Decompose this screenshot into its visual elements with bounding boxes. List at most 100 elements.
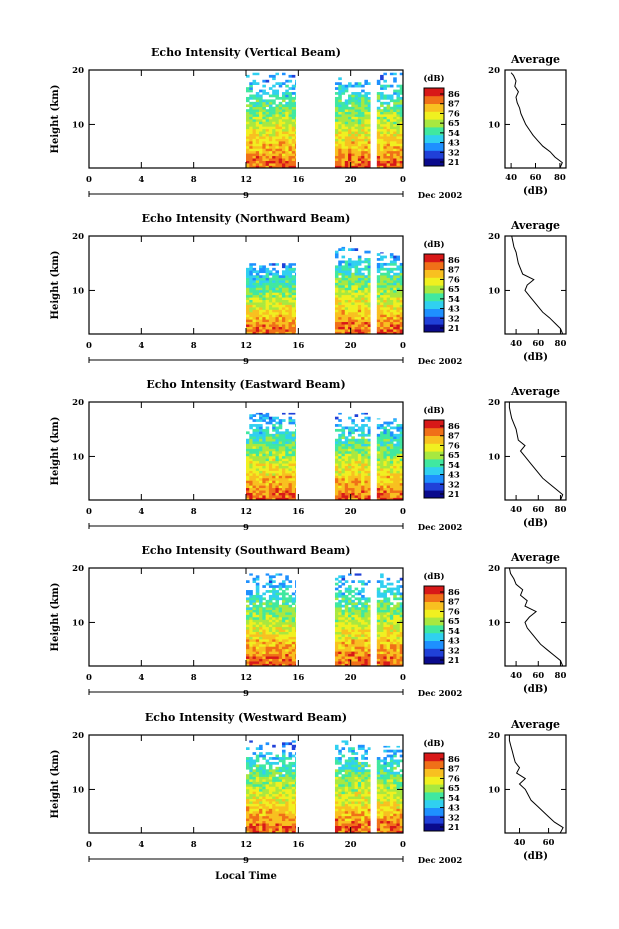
heatmap-cell [351, 116, 355, 120]
heatmap-cell [259, 101, 263, 105]
heatmap-cell [291, 458, 296, 462]
heatmap-cell [295, 460, 297, 464]
heatmap-cell [249, 465, 253, 469]
heatmap-cell [275, 426, 280, 430]
heatmap-cell [354, 619, 359, 623]
heatmap-cell [278, 597, 283, 601]
heatmap-cell [259, 621, 263, 625]
heatmap-cell [268, 119, 273, 122]
heatmap-cell [285, 475, 289, 479]
heatmap-cell [367, 96, 371, 100]
heatmap-cell [399, 265, 404, 269]
heatmap-cell [262, 815, 266, 819]
heatmap-cell [291, 282, 296, 286]
heatmap-cell [268, 656, 273, 659]
heatmap-cell [278, 84, 283, 88]
heatmap-cell [367, 612, 371, 615]
heatmap-cell [278, 808, 283, 812]
heatmap-cell [268, 619, 273, 623]
heatmap-cell [396, 116, 401, 120]
heatmap-cell [272, 592, 276, 596]
y-axis-label: Height (km) [50, 85, 61, 154]
heatmap-cell [281, 94, 286, 98]
heatmap-cell [265, 663, 270, 667]
heatmap-cell [272, 416, 276, 420]
heatmap-cell [265, 436, 270, 440]
heatmap-cell [278, 133, 283, 137]
heatmap-cell [268, 463, 273, 466]
heatmap-cell [255, 446, 260, 449]
heatmap-cell [399, 99, 404, 103]
heatmap-cell [348, 326, 352, 330]
heatmap-cell [396, 455, 401, 459]
heatmap-cell [364, 412, 368, 415]
heatmap-cell [393, 604, 397, 608]
heatmap-cell [255, 594, 260, 598]
heatmap-cell [249, 629, 253, 632]
heatmap-cell [249, 485, 253, 489]
x-tick-label: 8 [191, 175, 197, 185]
heatmap-cell [334, 82, 339, 85]
heatmap-cell [383, 106, 387, 110]
heatmap-cell [399, 277, 404, 281]
y-tick-label: 10 [72, 618, 84, 628]
heatmap-cell [338, 497, 342, 501]
heatmap-cell [272, 99, 276, 103]
heatmap-cell [393, 262, 397, 266]
heatmap-cell [249, 443, 253, 447]
heatmap-cell [351, 617, 355, 620]
heatmap-cell [252, 451, 257, 454]
heatmap-cell [386, 326, 391, 330]
heatmap-cell [246, 324, 250, 327]
heatmap-cell [380, 629, 384, 632]
heatmap-cell [334, 255, 339, 259]
heatmap-cell [380, 658, 384, 662]
heatmap-cell [357, 433, 362, 437]
heatmap-cell [291, 609, 296, 613]
heatmap-cell [249, 609, 253, 613]
heatmap-cell [278, 473, 283, 476]
heatmap-cell [255, 463, 260, 466]
heatmap-cell [338, 443, 342, 447]
average-x-label: (dB) [523, 352, 548, 363]
heatmap-cell [344, 631, 349, 635]
heatmap-cell [396, 321, 401, 325]
heatmap-cell [259, 160, 263, 164]
heatmap-cell [249, 813, 253, 817]
heatmap-cell [275, 138, 280, 142]
heatmap-cell [344, 663, 349, 667]
heatmap-cell [338, 639, 342, 642]
heatmap-cell [386, 121, 391, 125]
heatmap-cell [344, 309, 349, 313]
heatmap-cell [393, 631, 397, 635]
heatmap-cell [344, 451, 349, 454]
heatmap-cell [383, 297, 387, 300]
heatmap-cell [281, 480, 286, 484]
heatmap-cell [295, 781, 297, 785]
heatmap-cell [364, 634, 368, 637]
heatmap-cell [376, 292, 381, 296]
heatmap-cell [348, 285, 352, 288]
heatmap-cell [396, 433, 401, 437]
heatmap-cell [281, 133, 286, 137]
heatmap-cell [272, 636, 276, 640]
colorbar-segment [424, 586, 444, 595]
heatmap-cell [357, 92, 362, 95]
heatmap-cell [265, 302, 270, 305]
heatmap-cell [354, 307, 359, 310]
heatmap-cell [265, 270, 270, 274]
heatmap-cell [389, 255, 394, 259]
heatmap-cell [364, 626, 368, 630]
heatmap-cell [376, 160, 381, 164]
heatmap-cell [357, 285, 362, 288]
colorbar-segment [424, 427, 444, 436]
heatmap-cell [295, 828, 297, 831]
heatmap-cell [268, 111, 273, 115]
heatmap-cell [386, 160, 391, 164]
heatmap-cell [259, 465, 263, 469]
heatmap-cell [268, 612, 273, 615]
heatmap-cell [393, 455, 397, 459]
heatmap-cell [334, 253, 339, 256]
heatmap-cell [364, 285, 368, 288]
heatmap-cell [386, 626, 391, 630]
